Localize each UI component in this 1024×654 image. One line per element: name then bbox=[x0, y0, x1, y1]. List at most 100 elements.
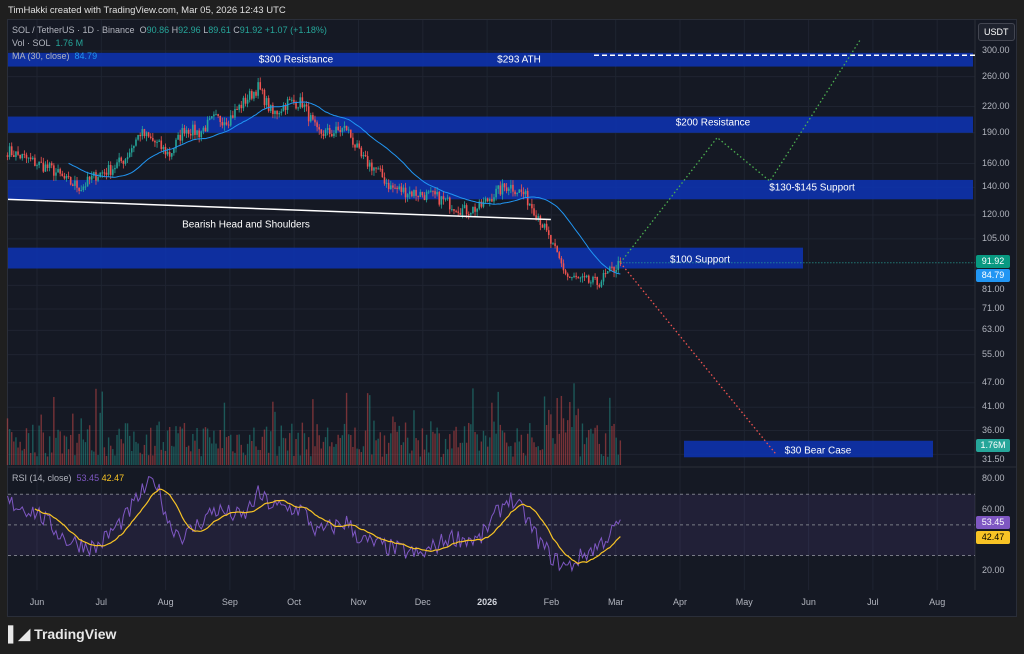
candle-body bbox=[457, 211, 459, 213]
volume-bar bbox=[76, 442, 78, 465]
volume-bar bbox=[347, 434, 350, 465]
candle-body bbox=[227, 124, 230, 126]
volume-bar bbox=[373, 420, 375, 465]
volume-bar bbox=[520, 434, 523, 465]
candle-body bbox=[455, 210, 457, 212]
bear-path bbox=[619, 262, 777, 455]
volume-bar bbox=[185, 447, 188, 465]
volume-bar bbox=[472, 388, 474, 465]
currency-button[interactable]: USDT bbox=[978, 23, 1015, 41]
candle-body bbox=[581, 276, 584, 278]
volume-bar bbox=[82, 439, 85, 465]
candle-body bbox=[613, 266, 615, 273]
price-axis-label: 81.00 bbox=[982, 284, 1005, 294]
ma-legend[interactable]: MA (30, close) 84.79 bbox=[12, 51, 97, 61]
volume-bar bbox=[522, 452, 525, 465]
rsi-ma-line bbox=[34, 488, 621, 565]
volume-bar bbox=[392, 416, 394, 465]
candle-body bbox=[427, 191, 430, 193]
zone-label-support: $130-$145 Support bbox=[769, 182, 855, 194]
candle-body bbox=[594, 276, 596, 278]
candle-body bbox=[114, 167, 116, 170]
volume-bar bbox=[303, 433, 306, 465]
volume-bar bbox=[158, 421, 160, 465]
candle-body bbox=[609, 266, 611, 272]
candle-body bbox=[95, 172, 97, 181]
change-value: +1.07 (+1.18%) bbox=[264, 25, 327, 35]
price-axis-label: 105.00 bbox=[982, 232, 1010, 243]
time-axis-label: Oct bbox=[287, 597, 302, 607]
zone-label-30: $30 Bear Case bbox=[784, 445, 852, 457]
volume-bar bbox=[162, 442, 165, 465]
volume-bar bbox=[588, 430, 590, 465]
volume-bar bbox=[436, 427, 438, 465]
volume-bar bbox=[198, 448, 200, 465]
volume-label: Vol · SOL bbox=[12, 38, 51, 48]
volume-bar bbox=[312, 399, 314, 465]
volume-bar bbox=[611, 425, 613, 465]
candle-body bbox=[278, 113, 280, 115]
volume-bar bbox=[356, 448, 358, 465]
volume-bar bbox=[613, 423, 615, 465]
candle-body bbox=[505, 187, 508, 191]
volume-bar bbox=[282, 437, 285, 465]
volume-bar bbox=[74, 455, 76, 465]
volume-bar bbox=[69, 434, 72, 465]
candle-body bbox=[236, 109, 238, 111]
volume-bar bbox=[274, 411, 276, 465]
volume-bar bbox=[453, 430, 455, 465]
candle-body bbox=[265, 98, 268, 106]
candle-body bbox=[476, 208, 478, 212]
volume-bar bbox=[390, 433, 392, 465]
volume-bar bbox=[377, 438, 379, 465]
candle-body bbox=[261, 89, 264, 91]
candle-body bbox=[446, 197, 449, 199]
candle-body bbox=[305, 104, 308, 107]
candle-body bbox=[185, 129, 188, 134]
candle-body bbox=[600, 281, 603, 287]
candle-body bbox=[375, 167, 377, 169]
volume-bar bbox=[343, 423, 346, 465]
volume-bar bbox=[8, 428, 11, 465]
rsi-legend[interactable]: RSI (14, close) 53.45 42.47 bbox=[12, 473, 124, 483]
volume-bar bbox=[124, 423, 127, 465]
candle-body bbox=[495, 188, 497, 198]
candle-body bbox=[371, 162, 373, 171]
candle-body bbox=[354, 144, 356, 148]
candle-body bbox=[324, 129, 327, 136]
candle-body bbox=[137, 134, 139, 140]
volume-bar bbox=[137, 443, 139, 465]
candle-body bbox=[436, 191, 438, 195]
candle-body bbox=[288, 99, 291, 101]
volume-bar bbox=[232, 451, 234, 465]
candle-body bbox=[202, 127, 205, 132]
volume-bar bbox=[571, 427, 573, 465]
candle-body bbox=[173, 148, 175, 154]
close-value: 91.92 bbox=[239, 25, 263, 35]
candle-body bbox=[21, 153, 24, 159]
volume-bar bbox=[339, 437, 341, 465]
candle-body bbox=[181, 127, 184, 141]
volume-bar bbox=[600, 454, 603, 465]
volume-bar bbox=[415, 438, 417, 465]
volume-bar bbox=[350, 435, 352, 465]
volume-bar bbox=[550, 414, 552, 465]
volume-bar bbox=[394, 422, 396, 465]
volume-bar bbox=[110, 445, 112, 465]
candle-body bbox=[596, 277, 598, 285]
time-axis-label: Feb bbox=[543, 597, 560, 607]
symbol-name[interactable]: SOL / TetherUS · 1D · Binance bbox=[12, 25, 135, 35]
candle-body bbox=[229, 115, 232, 126]
volume-legend[interactable]: Vol · SOL 1.76 M bbox=[12, 38, 83, 48]
volume-bar bbox=[451, 448, 453, 465]
zone-0 bbox=[8, 52, 973, 67]
volume-bar bbox=[337, 434, 339, 465]
volume-bar bbox=[518, 441, 520, 465]
volume-bar bbox=[307, 437, 310, 465]
candle-body bbox=[126, 157, 129, 160]
price-axis-label: 36.00 bbox=[982, 424, 1005, 435]
tradingview-logo[interactable]: ▌◢ TradingView bbox=[8, 625, 116, 643]
candle-body bbox=[392, 185, 394, 188]
volume-bar bbox=[244, 455, 247, 465]
